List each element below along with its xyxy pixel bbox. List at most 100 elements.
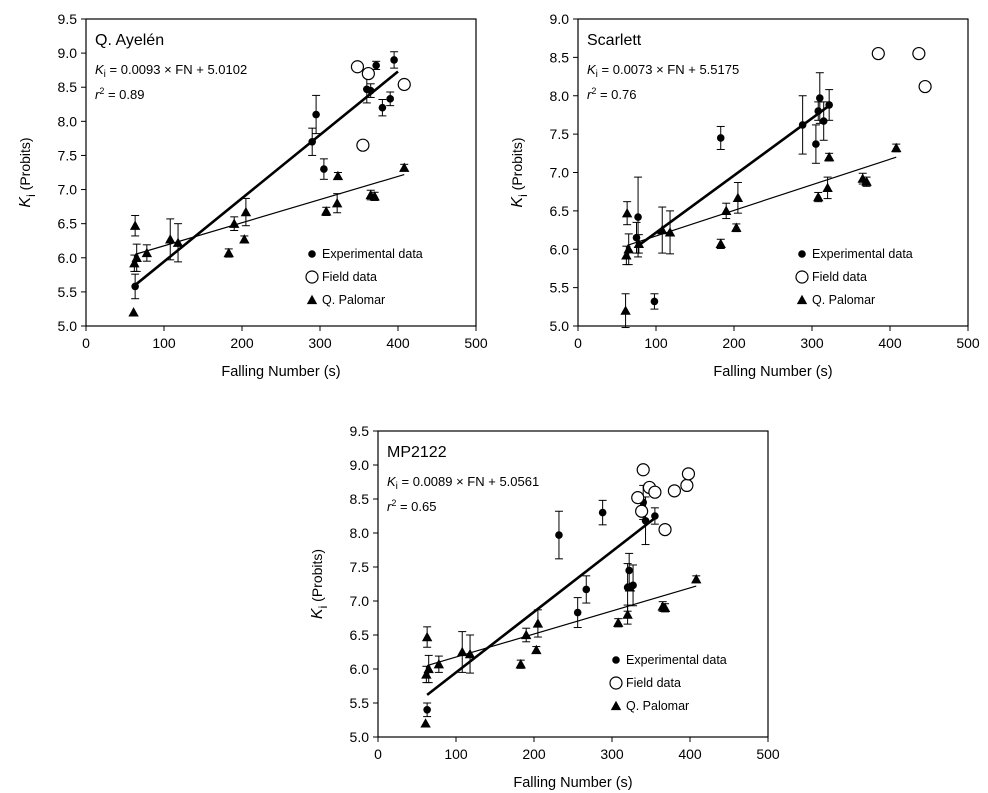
legend-marker <box>795 270 809 284</box>
x-tick-label: 200 <box>230 335 254 351</box>
y-axis-label: Ki (Probits) <box>17 137 38 207</box>
x-tick-label: 400 <box>386 335 410 351</box>
y-tick-label: 5.0 <box>550 318 570 334</box>
y-tick-label: 9.5 <box>350 423 370 439</box>
y-tick-label: 8.0 <box>58 113 78 129</box>
r-squared-text: = 0.65 <box>396 499 436 514</box>
data-point <box>239 234 250 244</box>
data-point <box>433 659 445 669</box>
data-point <box>624 582 636 592</box>
x-tick-label: 500 <box>756 746 780 762</box>
data-point <box>366 86 375 95</box>
data-point <box>731 222 742 232</box>
y-tick-label: 9.0 <box>58 45 78 61</box>
y-tick-label: 6.0 <box>550 241 570 257</box>
y-axis-label-unit: (Probits) <box>509 137 525 194</box>
y-axis-label-sub: i <box>316 606 330 609</box>
r-squared-r: r <box>95 87 100 102</box>
legend: Experimental data Field data Q. Palomar <box>609 653 727 713</box>
x-tick-label: 100 <box>444 746 468 762</box>
data-point <box>331 198 343 208</box>
data-point <box>657 224 668 235</box>
y-axis-label: Ki (Probits) <box>509 137 530 207</box>
panel-mp2122: 0 100 200 300 400 500 5.0 5.5 6.0 6.5 7.0 7.5 8.0 8.5… <box>309 423 780 791</box>
data-point <box>625 566 633 575</box>
data-point <box>399 162 410 172</box>
x-tick-label: 400 <box>678 746 702 762</box>
data-point <box>350 60 365 74</box>
y-axis-label: Ki (Probits) <box>309 549 330 619</box>
plot-area-frame <box>85 18 477 327</box>
y-tick-label: 5.0 <box>58 318 78 334</box>
x-tick-label: 400 <box>878 335 902 351</box>
y-axis-label-unit: (Probits) <box>17 137 33 194</box>
data-point <box>636 463 650 477</box>
legend-marker <box>796 294 808 305</box>
y-tick-label: 8.5 <box>350 491 370 507</box>
legend-label: Q. Palomar <box>812 293 875 307</box>
y-tick-label: 9.0 <box>550 11 570 27</box>
data-point <box>457 646 468 657</box>
legend-marker <box>610 700 622 711</box>
data-point <box>532 618 544 628</box>
data-point <box>891 142 902 153</box>
data-point <box>819 117 828 125</box>
data-point <box>321 206 332 216</box>
data-point <box>814 107 823 115</box>
y-tick-label: 5.5 <box>350 695 370 711</box>
series-q-palomar <box>128 162 410 317</box>
x-tick-label: 0 <box>374 746 382 762</box>
data-point <box>521 629 532 640</box>
legend-marker <box>305 270 319 284</box>
y-axis-label-sub: i <box>516 194 530 197</box>
r-squared-text: = 0.89 <box>104 87 144 102</box>
data-point <box>721 205 732 216</box>
x-tick-label: 200 <box>522 746 546 762</box>
y-tick-label: 8.0 <box>350 525 370 541</box>
data-point <box>386 95 395 103</box>
x-axis-label: Falling Number (s) <box>713 364 832 380</box>
y-tick-label: 6.5 <box>58 216 78 232</box>
data-point <box>631 491 645 505</box>
data-point <box>464 648 476 659</box>
data-point <box>240 206 252 217</box>
y-tick-label: 5.5 <box>550 280 570 296</box>
x-tick-label: 0 <box>574 335 582 351</box>
data-point <box>320 165 328 173</box>
data-point <box>816 94 824 102</box>
series-field-data <box>350 60 411 152</box>
data-point <box>823 151 835 162</box>
r-squared: r2 = 0.76 <box>587 86 636 102</box>
series-experimental-data <box>423 484 659 718</box>
y-tick-label: 9.0 <box>350 457 370 473</box>
legend-marker <box>612 656 620 664</box>
data-point <box>620 305 631 315</box>
data-point <box>378 103 387 112</box>
legend-marker <box>306 294 318 305</box>
data-point <box>732 192 744 202</box>
y-axis-label-sub: i <box>24 194 38 197</box>
data-point <box>356 138 370 152</box>
data-point <box>421 631 433 642</box>
data-point <box>613 617 624 627</box>
series-experimental-data <box>131 51 399 300</box>
y-tick-label: 7.5 <box>58 147 78 163</box>
data-point <box>715 238 726 249</box>
data-point <box>165 234 176 244</box>
data-point <box>798 121 807 129</box>
r-squared-r: r <box>387 499 392 514</box>
data-point <box>308 138 317 146</box>
y-tick-label: 7.5 <box>350 559 370 575</box>
fit-equation-k: K <box>387 474 397 489</box>
panel-title: MP2122 <box>387 444 447 461</box>
x-axis-label: Falling Number (s) <box>513 775 632 791</box>
panel-title: Scarlett <box>587 32 642 49</box>
x-tick-label: 300 <box>800 335 824 351</box>
data-point <box>598 508 607 517</box>
y-tick-label: 8.0 <box>550 88 570 104</box>
fit-equation-text: = 0.0089 × FN + 5.0561 <box>398 474 539 489</box>
data-point <box>172 237 184 247</box>
data-point <box>667 484 682 498</box>
legend-label: Field data <box>322 270 377 284</box>
data-point <box>420 718 431 728</box>
